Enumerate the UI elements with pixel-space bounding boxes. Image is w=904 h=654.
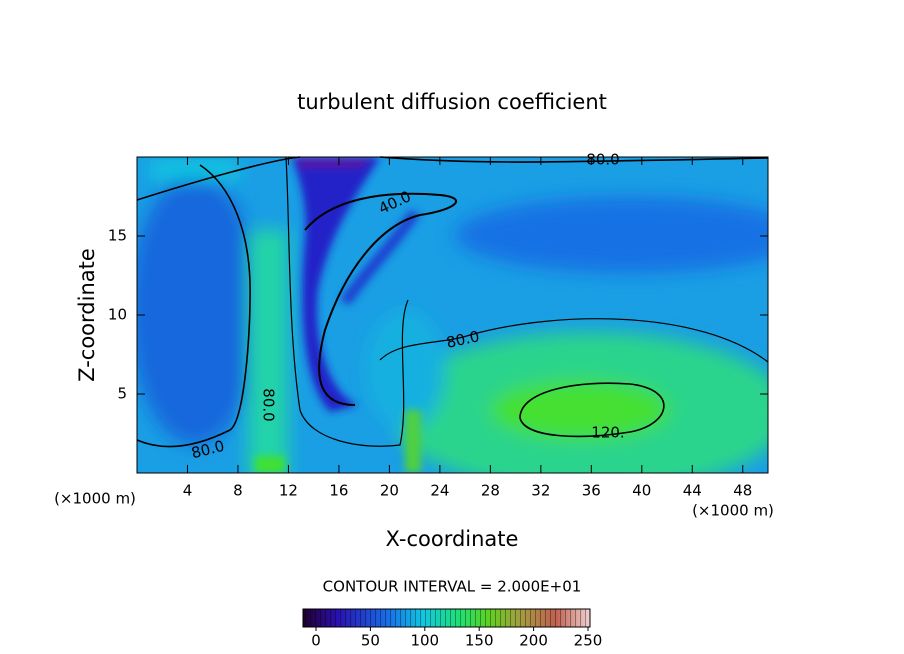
x-tick-label: 40 — [632, 482, 651, 500]
contour-line — [379, 318, 769, 363]
y-tick-label: 10 — [108, 306, 127, 324]
x-tick-label: 4 — [183, 482, 193, 500]
chart-title: turbulent diffusion coefficient — [297, 90, 607, 114]
colorbar-tick-label: 100 — [410, 632, 439, 650]
colorbar-tick-label: 150 — [465, 632, 494, 650]
colorbar-tick-label: 50 — [361, 632, 380, 650]
y-tick-label: 5 — [117, 385, 127, 403]
x-tick-label: 44 — [683, 482, 702, 500]
contour-label: 120. — [591, 424, 624, 442]
x-tick-label: 8 — [233, 482, 243, 500]
y-tick-label: 15 — [108, 227, 127, 245]
contour-line — [136, 156, 769, 201]
x-axis-label: X-coordinate — [386, 527, 519, 551]
colorbar-tick-label: 200 — [519, 632, 548, 650]
x-tick-label: 36 — [582, 482, 601, 500]
contour-line — [136, 164, 251, 448]
y-unit-label: (×1000 m) — [54, 490, 136, 508]
colorbar-frame — [302, 608, 591, 628]
colorbar-tick-label: 0 — [311, 632, 321, 650]
x-tick-label: 48 — [733, 482, 752, 500]
x-tick-label: 16 — [329, 482, 348, 500]
x-unit-label: (×1000 m) — [692, 502, 774, 520]
contour-line — [519, 382, 665, 438]
colorbar-tick-label: 250 — [574, 632, 603, 650]
colorbar-stripes — [303, 609, 590, 627]
x-tick-label: 32 — [531, 482, 550, 500]
contour-label: 80.0 — [586, 151, 619, 169]
contour-line — [285, 156, 409, 447]
field — [137, 157, 768, 473]
x-tick-label: 12 — [279, 482, 298, 500]
x-tick-label: 24 — [430, 482, 449, 500]
contour-interval: CONTOUR INTERVAL = 2.000E+01 — [323, 578, 582, 596]
y-axis-label: Z-coordinate — [75, 248, 99, 382]
x-tick-label: 28 — [481, 482, 500, 500]
contour-label: 80.0 — [260, 388, 278, 421]
contour-line — [304, 192, 457, 406]
x-tick-label: 20 — [380, 482, 399, 500]
